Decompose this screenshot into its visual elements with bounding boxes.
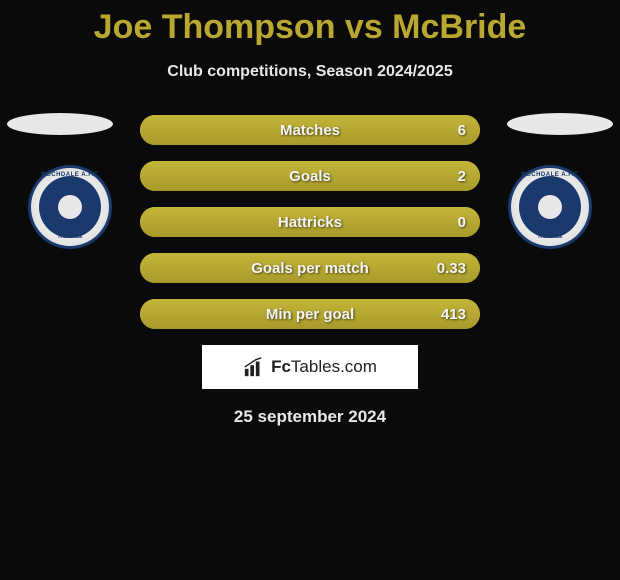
badge-ball-icon: [538, 195, 562, 219]
date-text: 25 september 2024: [0, 407, 620, 427]
stat-label: Matches: [140, 122, 480, 139]
badge-text-bottom-right: THE DALE: [511, 234, 589, 240]
subtitle: Club competitions, Season 2024/2025: [0, 63, 620, 81]
player-ellipse-left: [7, 113, 113, 135]
stat-value: 0.33: [437, 260, 466, 277]
stat-label: Goals per match: [140, 260, 480, 277]
stat-value: 6: [458, 122, 466, 139]
stat-value: 2: [458, 168, 466, 185]
badge-ball-icon: [58, 195, 82, 219]
club-badge-right: ROCHDALE A.F.C THE DALE: [508, 165, 592, 249]
stat-label: Goals: [140, 168, 480, 185]
page-title: Joe Thompson vs McBride: [0, 0, 620, 47]
stat-value: 413: [441, 306, 466, 323]
club-badge-left: ROCHDALE A.F.C THE DALE: [28, 165, 112, 249]
stat-row-goals-per-match: Goals per match 0.33: [140, 253, 480, 283]
stat-value: 0: [458, 214, 466, 231]
badge-text-bottom-left: THE DALE: [31, 234, 109, 240]
stat-row-min-per-goal: Min per goal 413: [140, 299, 480, 329]
stat-row-hattricks: Hattricks 0: [140, 207, 480, 237]
stat-row-matches: Matches 6: [140, 115, 480, 145]
chart-icon: [243, 356, 265, 378]
fctables-logo: FcTables.com: [202, 345, 418, 389]
stat-label: Min per goal: [140, 306, 480, 323]
content-area: ROCHDALE A.F.C THE DALE ROCHDALE A.F.C T…: [0, 113, 620, 427]
stat-label: Hattricks: [140, 214, 480, 231]
player-ellipse-right: [507, 113, 613, 135]
logo-text: FcTables.com: [271, 357, 377, 377]
stats-container: Matches 6 Goals 2 Hattricks 0 Goals per …: [140, 113, 480, 329]
stat-row-goals: Goals 2: [140, 161, 480, 191]
